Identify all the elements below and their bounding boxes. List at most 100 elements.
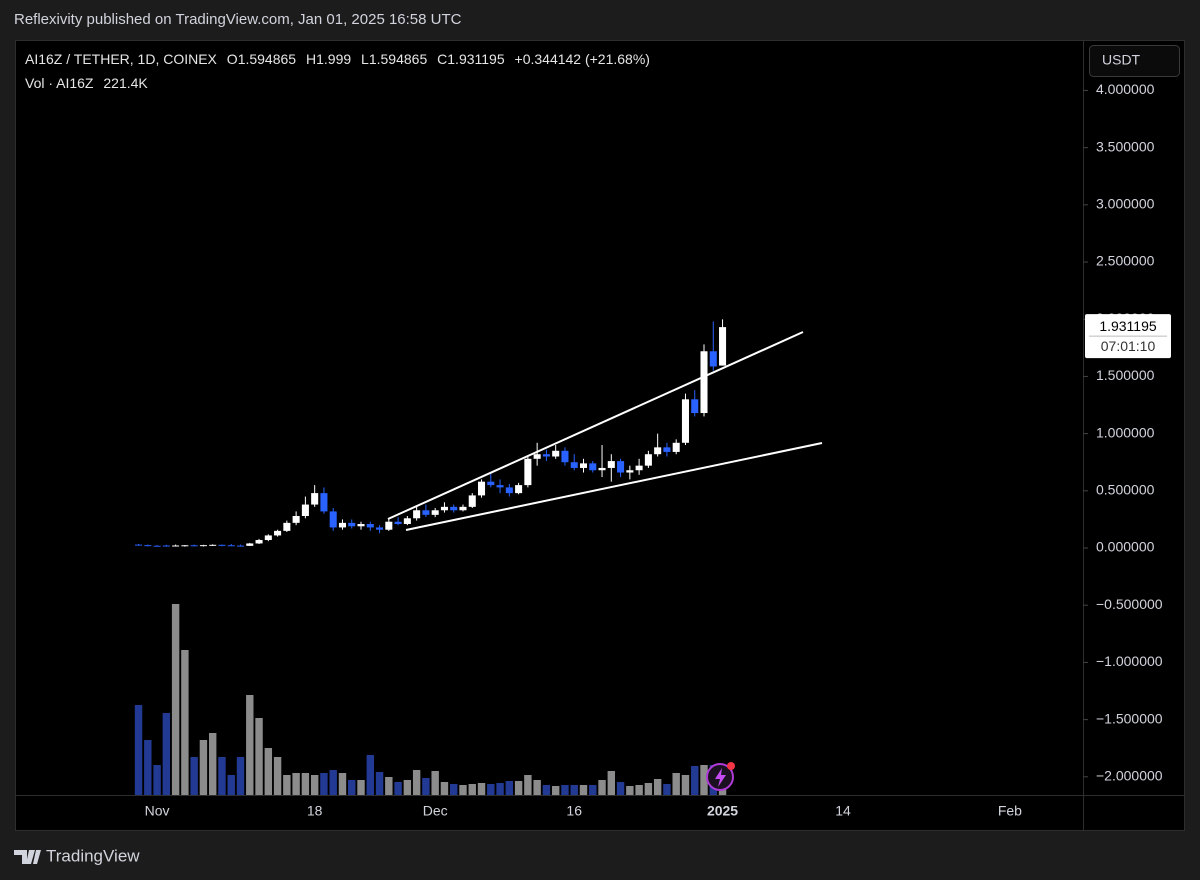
volume-title: Vol · AI16Z bbox=[25, 75, 94, 91]
candle-body bbox=[348, 522, 356, 527]
volume-bar bbox=[199, 740, 208, 795]
volume-bar bbox=[598, 780, 606, 795]
volume-bar bbox=[570, 785, 578, 795]
candle-body bbox=[311, 493, 319, 505]
volume-bar bbox=[514, 781, 523, 795]
candle-body bbox=[403, 518, 411, 525]
candle-body bbox=[218, 544, 226, 546]
price-label: 1.931195 07:01:10 bbox=[1085, 314, 1171, 359]
brand: TradingView bbox=[14, 846, 140, 865]
volume-bar bbox=[329, 770, 337, 795]
volume-bar bbox=[487, 784, 495, 795]
alert-icon[interactable] bbox=[706, 762, 735, 791]
candle-body bbox=[654, 447, 662, 455]
candle-body bbox=[209, 544, 217, 546]
volume-bar bbox=[236, 757, 245, 795]
candle-body bbox=[255, 540, 263, 544]
volume-bar bbox=[218, 757, 226, 795]
volume-value: 221.4K bbox=[103, 75, 148, 91]
volume-bar bbox=[700, 765, 708, 795]
volume-bar bbox=[505, 781, 514, 795]
candle-body bbox=[422, 510, 430, 515]
y-tick-label: −1.000000 bbox=[1096, 653, 1163, 669]
x-tick-label: 16 bbox=[566, 803, 582, 819]
candle-body bbox=[644, 454, 652, 466]
ohlc-value: 1.594865 bbox=[238, 51, 297, 67]
change: +0.344142 (+21.68%) bbox=[515, 51, 650, 67]
ohlc-key: H bbox=[306, 51, 316, 67]
y-tick-label: 1.500000 bbox=[1096, 367, 1155, 383]
volume-bar bbox=[134, 705, 143, 795]
volume-bar bbox=[375, 772, 384, 795]
candle-body bbox=[598, 467, 606, 471]
candle-body bbox=[487, 481, 495, 486]
volume-bar bbox=[208, 733, 217, 795]
countdown: 07:01:10 bbox=[1101, 338, 1156, 354]
x-tick-label: 2025 bbox=[707, 803, 738, 819]
candle-body bbox=[329, 511, 337, 528]
candle-body bbox=[236, 545, 245, 547]
candle-body bbox=[394, 521, 402, 525]
brand-name: TradingView bbox=[46, 846, 140, 865]
volume-bar bbox=[616, 782, 625, 795]
candle-body bbox=[357, 524, 365, 527]
candle-body bbox=[385, 521, 393, 530]
candle-body bbox=[338, 522, 346, 528]
volume-bar bbox=[320, 773, 328, 795]
volume-bar bbox=[273, 757, 282, 795]
volume-bar bbox=[338, 773, 347, 795]
candle-body bbox=[570, 462, 578, 468]
volume-bar bbox=[440, 782, 449, 795]
volume-bar bbox=[626, 786, 634, 795]
y-tick-label: 4.000000 bbox=[1096, 81, 1155, 97]
volume-bar bbox=[357, 780, 365, 795]
candle-body bbox=[496, 485, 504, 488]
candle-body bbox=[561, 450, 569, 463]
legend-line: AI16Z / TETHER, 1D, COINEX O1.594865 H1.… bbox=[25, 51, 650, 67]
candle-body bbox=[505, 487, 513, 494]
volume-bar bbox=[144, 740, 152, 795]
chart-panel bbox=[15, 40, 1185, 831]
ohlc-value: 1.931195 bbox=[447, 51, 505, 67]
candle-body bbox=[617, 461, 625, 473]
ohlc-key: O bbox=[227, 51, 238, 67]
candle-body bbox=[468, 495, 476, 507]
candle-body bbox=[162, 545, 170, 547]
volume-bar bbox=[561, 785, 569, 795]
volume-bar bbox=[310, 775, 319, 795]
volume-bar bbox=[394, 782, 402, 795]
candle-body bbox=[700, 351, 708, 414]
candle-body bbox=[135, 544, 143, 546]
plot-area: 4.0000003.5000003.0000002.5000002.000000… bbox=[134, 81, 1163, 819]
candle-body bbox=[515, 485, 523, 494]
volume-bar bbox=[533, 780, 541, 795]
volume-bar bbox=[589, 785, 597, 795]
volume-bar bbox=[579, 785, 588, 795]
candle-body bbox=[524, 458, 532, 486]
candle-body bbox=[292, 515, 300, 523]
volume-bar bbox=[403, 780, 412, 795]
volume-bar bbox=[450, 784, 458, 795]
candle-body bbox=[246, 543, 254, 546]
x-tick-label: 14 bbox=[835, 803, 851, 819]
volume-bar bbox=[283, 775, 291, 795]
volume-bar bbox=[412, 770, 421, 795]
volume-bar bbox=[681, 775, 690, 795]
volume-bar bbox=[542, 785, 551, 795]
candle-body bbox=[181, 545, 189, 547]
ohlc-key: L bbox=[361, 51, 369, 67]
x-tick-label: Feb bbox=[998, 803, 1022, 819]
ohlc-key: C bbox=[437, 51, 447, 67]
volume-bar bbox=[246, 695, 254, 795]
candle-body bbox=[691, 399, 699, 414]
volume-bar bbox=[255, 718, 263, 795]
volume-bar bbox=[663, 784, 671, 795]
published-line: Reflexivity published on TradingView.com… bbox=[14, 11, 462, 28]
candle-body bbox=[542, 454, 550, 457]
y-tick-label: 0.000000 bbox=[1096, 539, 1155, 555]
volume-bar bbox=[691, 766, 699, 795]
currency-button[interactable] bbox=[1089, 45, 1180, 77]
volume-bar bbox=[459, 785, 467, 795]
candle-body bbox=[413, 510, 421, 519]
